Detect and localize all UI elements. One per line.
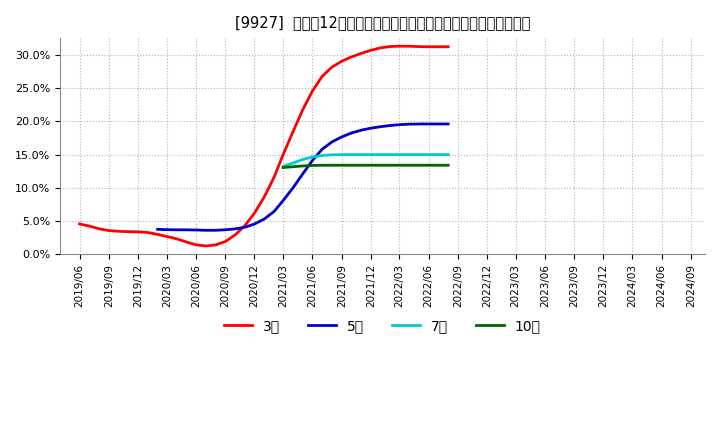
Title: [9927]  売上高12か月移動合計の対前年同期増減率の平均値の推移: [9927] 売上高12か月移動合計の対前年同期増減率の平均値の推移 xyxy=(235,15,530,30)
Legend: 3年, 5年, 7年, 10年: 3年, 5年, 7年, 10年 xyxy=(219,313,546,338)
Line: 7年: 7年 xyxy=(283,154,448,166)
Line: 5年: 5年 xyxy=(158,124,448,230)
Line: 3年: 3年 xyxy=(79,46,448,246)
Line: 10年: 10年 xyxy=(283,165,448,168)
